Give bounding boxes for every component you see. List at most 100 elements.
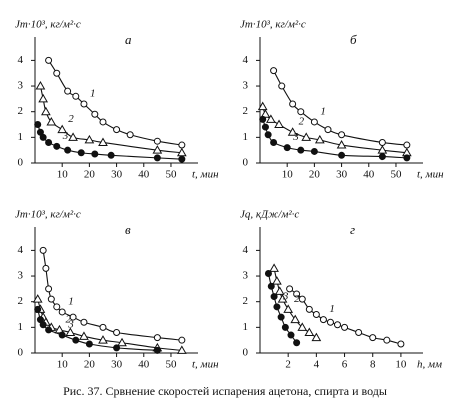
- point: [277, 294, 288, 303]
- point: [153, 334, 161, 342]
- y-tick-label: 1: [18, 321, 24, 333]
- point: [297, 108, 305, 116]
- series-label: 2: [294, 293, 300, 305]
- x-tick-label: 40: [138, 359, 150, 371]
- point: [39, 246, 47, 254]
- point: [68, 132, 78, 141]
- point: [274, 286, 285, 295]
- point: [39, 321, 47, 329]
- point: [297, 146, 305, 154]
- point: [69, 313, 77, 321]
- y-tick-label: 0: [18, 157, 24, 169]
- x-tick-label: 10: [282, 169, 294, 181]
- point: [80, 318, 88, 326]
- point: [152, 145, 163, 154]
- series-label: 3: [292, 131, 299, 143]
- x-tick-label: 30: [336, 169, 348, 181]
- point: [269, 263, 279, 272]
- x-tick-label: 20: [84, 169, 96, 181]
- y-tick-label: 3: [243, 80, 249, 92]
- y-axis-label: Jm·10³, кг/м²·с: [15, 209, 81, 221]
- point: [72, 336, 80, 344]
- x-tick-label: 20: [309, 169, 321, 181]
- x-tick-label: 20: [84, 359, 96, 371]
- x-tick-label: 10: [395, 359, 407, 371]
- point: [298, 295, 306, 303]
- y-tick-label: 3: [243, 270, 249, 282]
- point: [283, 304, 294, 313]
- point: [99, 323, 107, 331]
- x-tick-label: 4: [314, 359, 320, 371]
- series-label: 1: [68, 295, 74, 307]
- point: [287, 127, 298, 136]
- y-tick-label: 0: [18, 347, 24, 359]
- point: [378, 153, 386, 161]
- point: [397, 340, 405, 348]
- point: [277, 313, 285, 321]
- point: [98, 137, 108, 146]
- y-tick-label: 4: [18, 54, 24, 66]
- panel-letter: в: [125, 222, 131, 237]
- point: [273, 303, 281, 311]
- point: [264, 131, 272, 139]
- panel-letter: г: [350, 222, 355, 237]
- y-tick-label: 3: [18, 270, 24, 282]
- point: [32, 294, 43, 303]
- point: [45, 138, 53, 146]
- point: [41, 106, 51, 116]
- point: [261, 123, 269, 131]
- point: [355, 328, 363, 336]
- y-tick-label: 4: [243, 54, 249, 66]
- point: [113, 328, 121, 336]
- series-label: 3: [62, 130, 69, 142]
- series-label: 1: [320, 105, 326, 117]
- point: [58, 308, 66, 316]
- point: [113, 344, 121, 352]
- point: [80, 100, 88, 108]
- y-tick-label: 2: [243, 295, 249, 307]
- point: [283, 144, 291, 152]
- point: [257, 101, 268, 111]
- point: [91, 110, 99, 118]
- point: [42, 264, 50, 272]
- point: [334, 321, 341, 329]
- caption: Рис. 37. Срвнение скоростей испарения ац…: [63, 384, 387, 398]
- point: [38, 93, 49, 103]
- x-tick-label: 10: [57, 169, 69, 181]
- point: [304, 327, 315, 336]
- point: [77, 149, 85, 157]
- x-tick-label: 10: [57, 359, 69, 371]
- point: [85, 340, 93, 348]
- point: [290, 314, 301, 324]
- series-label: 2: [68, 113, 74, 125]
- x-tick-label: 2: [285, 359, 291, 371]
- point: [178, 141, 186, 149]
- x-tick-label: 6: [342, 359, 348, 371]
- x-tick-label: 40: [363, 169, 375, 181]
- point: [98, 335, 108, 344]
- y-tick-label: 2: [18, 105, 24, 117]
- point: [383, 336, 391, 344]
- point: [274, 119, 284, 129]
- point: [117, 337, 127, 347]
- point: [270, 67, 278, 75]
- y-axis-label: Jm·10³, кг/м²·с: [15, 19, 81, 31]
- point: [57, 124, 68, 134]
- point: [301, 132, 312, 141]
- point: [369, 334, 377, 342]
- point: [39, 133, 47, 141]
- x-tick-label: 50: [165, 169, 177, 181]
- x-axis-label: t, мин: [192, 169, 219, 181]
- point: [34, 305, 42, 313]
- x-tick-label: 30: [111, 359, 123, 371]
- point: [293, 290, 301, 298]
- point: [45, 326, 53, 334]
- point: [53, 303, 61, 311]
- point: [46, 116, 57, 126]
- panel: 0 1 2 3 4 10 20 30 40 50 t, мин Jm·10³, кг/м²·с а 1 2 3: [15, 19, 219, 181]
- point: [297, 322, 308, 331]
- point: [341, 323, 349, 331]
- point: [287, 331, 295, 339]
